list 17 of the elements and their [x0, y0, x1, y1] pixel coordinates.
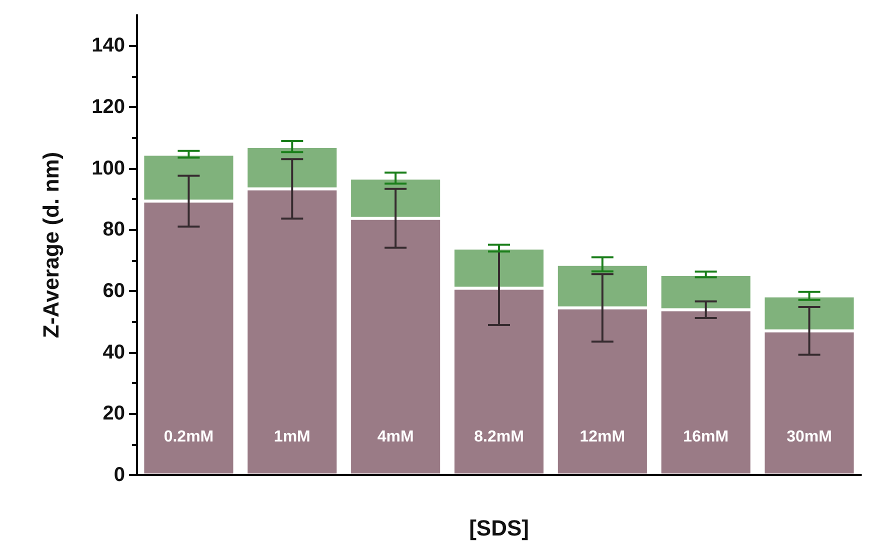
- y-tick-label: 100: [92, 157, 125, 180]
- y-axis-title: Z-Average (d. nm): [38, 152, 64, 338]
- x-tick-label: 4mM: [377, 428, 414, 446]
- x-tick-label: 1mM: [274, 428, 310, 446]
- y-tick-label: 60: [102, 280, 125, 302]
- x-tick-label: 12mM: [580, 428, 626, 446]
- x-tick-label: 0.2mM: [164, 428, 214, 446]
- x-axis-title: [SDS]: [469, 516, 529, 540]
- x-tick-label: 16mM: [683, 428, 729, 446]
- y-tick-label: 0: [114, 464, 125, 486]
- y-tick-label: 140: [92, 34, 125, 57]
- y-tick-label: 80: [102, 218, 125, 241]
- y-tick-label: 20: [102, 402, 125, 425]
- y-tick-label: 40: [102, 341, 125, 364]
- x-tick-label: 30mM: [786, 428, 832, 446]
- x-tick-label: 8.2mM: [474, 428, 524, 446]
- y-tick-label: 120: [92, 96, 125, 118]
